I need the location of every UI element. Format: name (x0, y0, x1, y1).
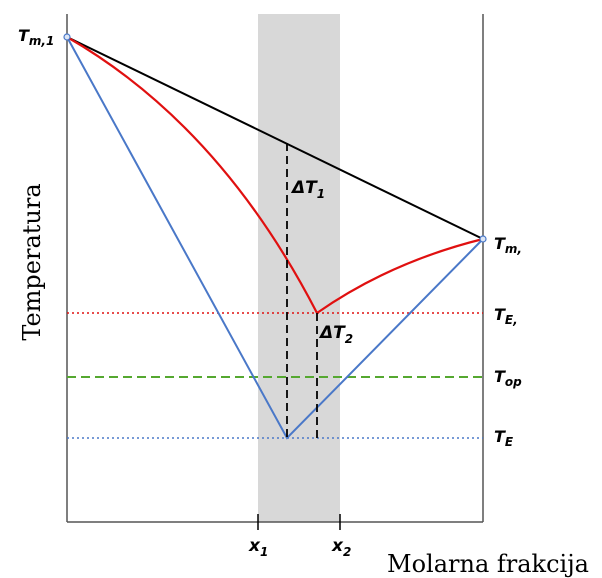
composition-band (258, 14, 340, 522)
x-axis-title: Molarna frakcija (387, 550, 589, 578)
blue-liquidus (66, 36, 484, 440)
red-liquidus-right (316, 237, 484, 314)
tm1-label: Tm,1 (18, 26, 54, 48)
y-axis-title: Temperatura (18, 183, 46, 340)
dt2-label: ΔT2 (318, 323, 353, 346)
dt1-label: ΔT1 (290, 178, 325, 201)
x2-label: x2 (331, 536, 351, 559)
ideal-line (66, 36, 484, 240)
x1-label: x1 (248, 536, 268, 559)
tm2-label: Tm, (494, 234, 522, 256)
te-red-label: TE, (494, 305, 518, 327)
tm1-point (63, 33, 71, 41)
red-liquidus-left (66, 36, 318, 314)
top-label: Top (494, 367, 522, 389)
te-label: TE (494, 427, 514, 449)
tm2-point (479, 235, 487, 243)
